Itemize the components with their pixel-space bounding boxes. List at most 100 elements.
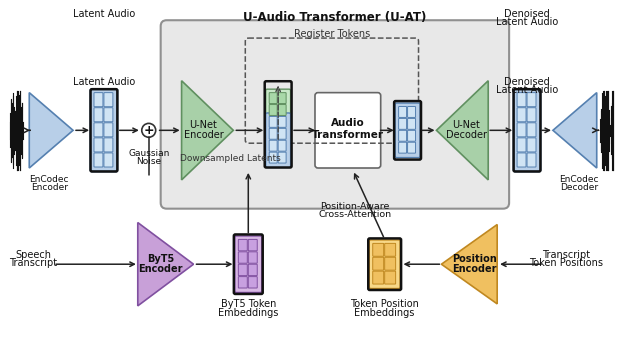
FancyBboxPatch shape: [248, 276, 257, 288]
Text: Embeddings: Embeddings: [218, 308, 278, 318]
Text: Latent Audio: Latent Audio: [496, 17, 558, 27]
Text: Register Tokens: Register Tokens: [294, 29, 370, 39]
Text: Cross-Attention: Cross-Attention: [318, 210, 391, 219]
Text: Downsampled Latents: Downsampled Latents: [180, 153, 281, 163]
Text: ByT5: ByT5: [147, 254, 174, 264]
FancyBboxPatch shape: [527, 153, 536, 167]
Text: Latent Audio: Latent Audio: [73, 77, 135, 87]
FancyBboxPatch shape: [104, 93, 113, 107]
FancyBboxPatch shape: [373, 257, 384, 270]
FancyBboxPatch shape: [269, 128, 277, 139]
FancyBboxPatch shape: [248, 252, 257, 263]
FancyBboxPatch shape: [395, 103, 420, 158]
Text: Encoder: Encoder: [139, 264, 183, 274]
FancyBboxPatch shape: [517, 108, 526, 122]
FancyBboxPatch shape: [373, 271, 384, 284]
FancyBboxPatch shape: [90, 89, 117, 171]
FancyBboxPatch shape: [235, 236, 261, 292]
FancyBboxPatch shape: [399, 142, 407, 153]
Text: Transformer: Transformer: [312, 130, 384, 140]
FancyBboxPatch shape: [514, 89, 540, 171]
FancyBboxPatch shape: [373, 243, 384, 256]
Text: Latent Audio: Latent Audio: [73, 9, 135, 19]
FancyBboxPatch shape: [238, 264, 247, 275]
Text: Noise: Noise: [136, 156, 161, 166]
Polygon shape: [29, 93, 73, 168]
FancyBboxPatch shape: [527, 123, 536, 137]
FancyBboxPatch shape: [104, 138, 113, 152]
FancyBboxPatch shape: [278, 140, 286, 151]
Text: EnCodec: EnCodec: [559, 175, 598, 185]
Text: Embeddings: Embeddings: [354, 308, 415, 318]
FancyBboxPatch shape: [248, 264, 257, 275]
FancyBboxPatch shape: [517, 153, 526, 167]
Text: Denoised: Denoised: [504, 77, 550, 87]
Text: Latent Audio: Latent Audio: [496, 84, 558, 95]
FancyBboxPatch shape: [407, 142, 416, 153]
FancyBboxPatch shape: [527, 93, 536, 107]
FancyBboxPatch shape: [517, 123, 526, 137]
Text: U-Audio Transformer (U-AT): U-Audio Transformer (U-AT): [243, 11, 427, 24]
Text: U-Net: U-Net: [190, 120, 217, 130]
Polygon shape: [441, 224, 497, 304]
Text: +: +: [144, 124, 154, 137]
FancyBboxPatch shape: [278, 93, 286, 103]
Text: Transcript: Transcript: [9, 258, 57, 268]
Text: Gaussian: Gaussian: [128, 149, 170, 158]
FancyBboxPatch shape: [369, 240, 400, 289]
FancyBboxPatch shape: [104, 108, 113, 122]
Polygon shape: [182, 81, 233, 180]
FancyBboxPatch shape: [407, 130, 416, 141]
FancyBboxPatch shape: [269, 116, 277, 127]
Text: ByT5 Token: ByT5 Token: [221, 299, 276, 309]
Polygon shape: [553, 93, 597, 168]
FancyBboxPatch shape: [266, 113, 291, 168]
FancyBboxPatch shape: [94, 138, 103, 152]
FancyBboxPatch shape: [527, 138, 536, 152]
Text: Decoder: Decoder: [560, 183, 598, 192]
FancyBboxPatch shape: [527, 108, 536, 122]
FancyBboxPatch shape: [269, 152, 277, 163]
FancyBboxPatch shape: [104, 123, 113, 137]
Text: U-Net: U-Net: [452, 120, 480, 130]
FancyBboxPatch shape: [160, 20, 509, 209]
FancyBboxPatch shape: [384, 257, 396, 270]
Text: Speech: Speech: [15, 250, 51, 260]
Polygon shape: [436, 81, 488, 180]
Text: Denoised: Denoised: [504, 9, 550, 19]
FancyBboxPatch shape: [399, 130, 407, 141]
FancyBboxPatch shape: [238, 252, 247, 263]
FancyBboxPatch shape: [278, 104, 286, 116]
FancyBboxPatch shape: [94, 153, 103, 167]
Polygon shape: [138, 222, 193, 306]
FancyBboxPatch shape: [269, 104, 277, 116]
Text: Position: Position: [452, 254, 497, 264]
FancyBboxPatch shape: [407, 118, 416, 129]
FancyBboxPatch shape: [266, 89, 291, 120]
FancyBboxPatch shape: [384, 243, 396, 256]
FancyBboxPatch shape: [399, 118, 407, 129]
FancyBboxPatch shape: [269, 93, 277, 103]
FancyBboxPatch shape: [104, 153, 113, 167]
FancyBboxPatch shape: [399, 106, 407, 117]
FancyBboxPatch shape: [238, 276, 247, 288]
FancyBboxPatch shape: [407, 106, 416, 117]
Text: Encoder: Encoder: [31, 183, 67, 192]
FancyBboxPatch shape: [94, 123, 103, 137]
Text: Decoder: Decoder: [446, 130, 487, 140]
FancyBboxPatch shape: [278, 128, 286, 139]
FancyBboxPatch shape: [269, 140, 277, 151]
FancyBboxPatch shape: [238, 239, 247, 251]
Circle shape: [142, 123, 156, 137]
FancyBboxPatch shape: [94, 108, 103, 122]
Text: Encoder: Encoder: [452, 264, 497, 274]
FancyBboxPatch shape: [248, 239, 257, 251]
FancyBboxPatch shape: [517, 93, 526, 107]
Text: EnCodec: EnCodec: [29, 175, 69, 185]
Text: Token Positions: Token Positions: [529, 258, 603, 268]
FancyBboxPatch shape: [517, 138, 526, 152]
FancyBboxPatch shape: [384, 271, 396, 284]
Text: Encoder: Encoder: [183, 130, 223, 140]
Text: Position-Aware: Position-Aware: [320, 202, 389, 211]
FancyBboxPatch shape: [94, 93, 103, 107]
